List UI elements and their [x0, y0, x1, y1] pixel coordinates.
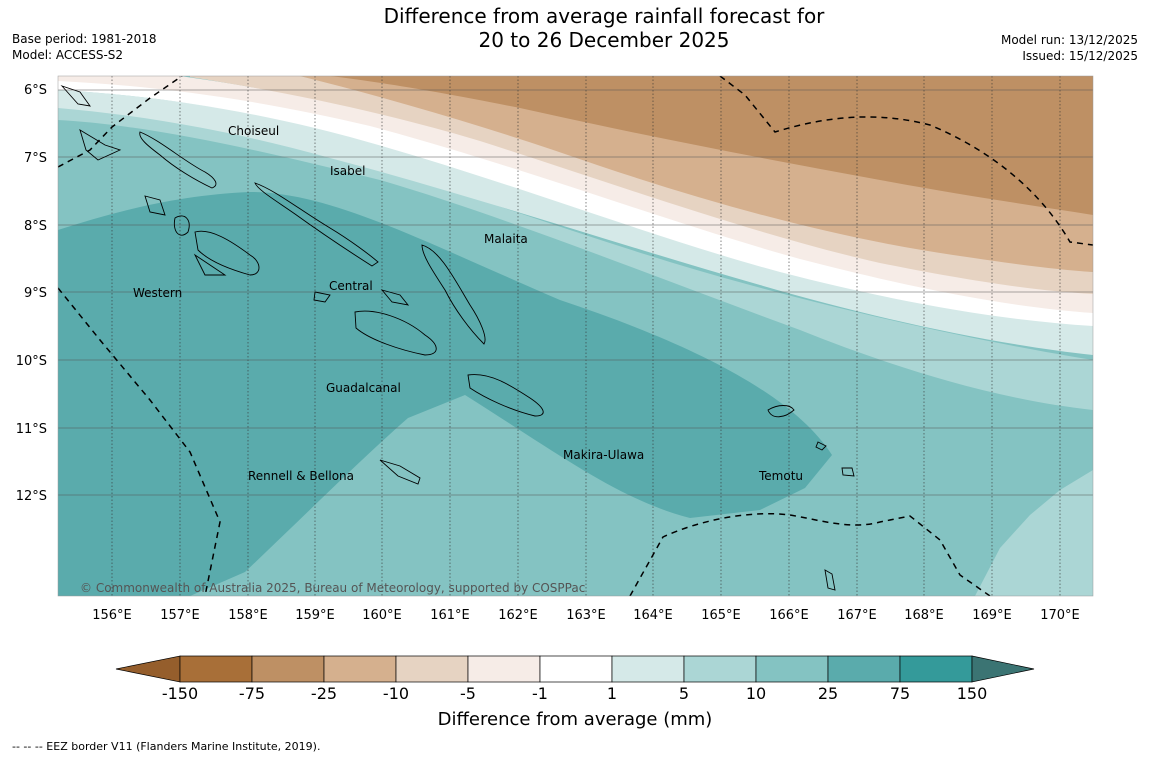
- map-frame: [57, 75, 1094, 597]
- colorbar-segment: [611, 655, 685, 683]
- region-labels: Choiseul Isabel Malaita Western Central …: [133, 124, 803, 483]
- colorbar-tick-label: 150: [957, 684, 988, 703]
- band-minus-25-75: [330, 76, 1093, 215]
- colorbar-tick-label: -10: [383, 684, 409, 703]
- copyright-text: © Commonwealth of Australia 2025, Bureau…: [80, 581, 585, 595]
- lon-tick: 170°E: [1040, 608, 1080, 623]
- band-1-5: [58, 90, 1093, 355]
- label-temotu: Temotu: [758, 469, 803, 483]
- colorbar-segment: [179, 655, 253, 683]
- lon-tick-labels: 156°E 157°E 158°E 159°E 160°E 161°E 162°…: [92, 608, 1080, 623]
- lon-tick: 169°E: [972, 608, 1012, 623]
- lon-tick: 158°E: [228, 608, 268, 623]
- lat-tick: 7°S: [24, 151, 47, 166]
- lon-tick: 163°E: [566, 608, 606, 623]
- colorbar-tick-label: 10: [746, 684, 766, 703]
- eez-border: [58, 76, 1093, 596]
- label-rennell-bellona: Rennell & Bellona: [248, 469, 354, 483]
- colorbar-tick-label: -5: [460, 684, 476, 703]
- colorbar-segment: [539, 655, 613, 683]
- label-central: Central: [329, 279, 373, 293]
- colorbar-extend-low: [115, 655, 181, 683]
- colorbar: -150 -75 -25 -10 -5 -1 1 5 10 25 75 150: [115, 655, 1035, 703]
- band-5-10-se: [975, 470, 1093, 596]
- lat-tick: 11°S: [16, 422, 47, 437]
- colorbar-tick-label: -75: [239, 684, 265, 703]
- colorbar-tick-label: -1: [532, 684, 548, 703]
- colorbar-tick-label: -25: [311, 684, 337, 703]
- colorbar-tick-label: 1: [607, 684, 617, 703]
- title-line-2: 20 to 26 December 2025: [478, 28, 730, 52]
- colorbar-tick-label: 75: [890, 684, 910, 703]
- colorbar-segment: [467, 655, 541, 683]
- lat-tick: 6°S: [24, 83, 47, 98]
- chart-title: Difference from average rainfall forecas…: [0, 4, 1150, 52]
- coastlines: [60, 85, 855, 591]
- colorbar-segment: [395, 655, 469, 683]
- colorbar-tick-label: 5: [679, 684, 689, 703]
- colorbar-title: Difference from average (mm): [437, 709, 713, 730]
- label-makira-ulawa: Makira-Ulawa: [563, 448, 644, 462]
- band-minus-1-5: [58, 76, 1093, 313]
- label-western: Western: [133, 286, 182, 300]
- lon-tick: 165°E: [701, 608, 741, 623]
- graticule: [111, 76, 1061, 596]
- colorbar-segment: [827, 655, 901, 683]
- base-period: Base period: 1981-2018: [12, 32, 157, 46]
- lat-tick-labels: 6°S 7°S 8°S 9°S 10°S 11°S 12°S: [16, 83, 47, 504]
- colorbar-segment: [755, 655, 829, 683]
- colorbar-segment: [683, 655, 757, 683]
- colorbar-segment: [899, 655, 973, 683]
- colorbar-tick-label: -150: [162, 684, 198, 703]
- lat-tick: 8°S: [24, 219, 47, 234]
- lat-lines: [58, 89, 1093, 496]
- label-malaita: Malaita: [484, 232, 528, 246]
- lon-tick: 160°E: [362, 608, 402, 623]
- band-neutral: [58, 80, 1093, 326]
- lon-tick: 168°E: [904, 608, 944, 623]
- model-run: Model run: 13/12/2025: [1000, 33, 1138, 47]
- lon-tick: 162°E: [498, 608, 538, 623]
- model-name: Model: ACCESS-S2: [12, 48, 124, 62]
- colorbar-segment: [323, 655, 397, 683]
- colorbar-segment: [251, 655, 325, 683]
- lon-tick: 161°E: [430, 608, 470, 623]
- colorbar-extend-high: [971, 655, 1035, 683]
- lat-tick: 9°S: [24, 286, 47, 301]
- lon-tick: 167°E: [837, 608, 877, 623]
- lon-tick: 156°E: [92, 608, 132, 623]
- colorbar-tick-label: 25: [818, 684, 838, 703]
- lon-tick: 159°E: [295, 608, 335, 623]
- lat-tick: 12°S: [16, 489, 47, 504]
- meta-left: Base period: 1981-2018 Model: ACCESS-S2: [12, 31, 157, 63]
- lon-tick: 157°E: [160, 608, 200, 623]
- issued-date: Issued: 15/12/2025: [1022, 49, 1138, 63]
- label-isabel: Isabel: [330, 164, 365, 178]
- lon-tick: 166°E: [769, 608, 809, 623]
- label-choiseul: Choiseul: [228, 124, 279, 138]
- meta-right: Model run: 13/12/2025 Issued: 15/12/2025: [1001, 32, 1138, 64]
- band-5-10-n: [58, 105, 1093, 410]
- contour-fill: [58, 76, 1093, 596]
- label-guadalcanal: Guadalcanal: [326, 381, 401, 395]
- lon-tick: 164°E: [633, 608, 673, 623]
- lat-tick: 10°S: [16, 354, 47, 369]
- eez-legend-note: -- -- -- EEZ border V11 (Flanders Marine…: [12, 740, 321, 753]
- title-line-1: Difference from average rainfall forecas…: [383, 4, 825, 28]
